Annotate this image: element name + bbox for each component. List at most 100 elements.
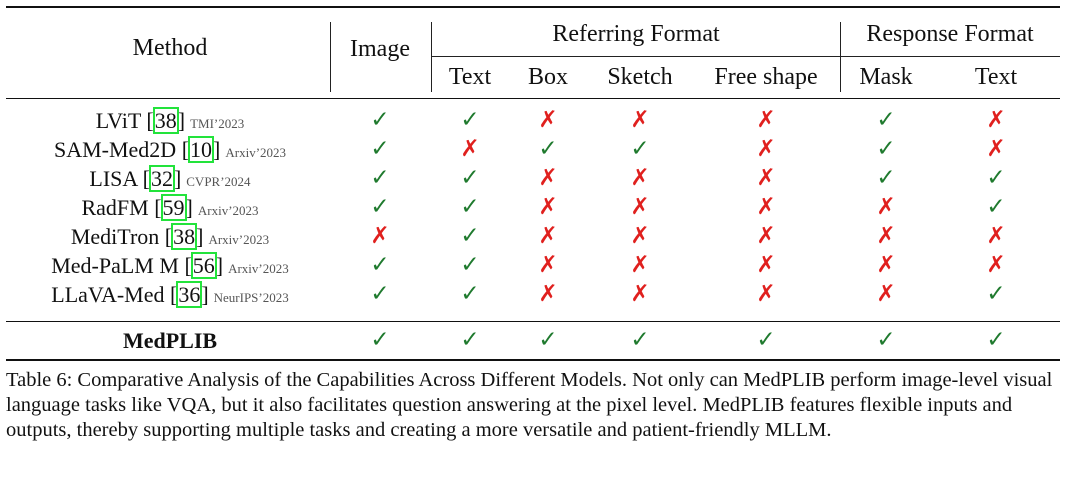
header-image: Image — [350, 36, 410, 62]
citation-bracket: ] — [201, 282, 209, 307]
table-row: LLaVA-Med [36] NeurIPS’2023 ✓ ✓ ✗ ✗ ✗ ✗ ✓ — [0, 280, 1074, 309]
citation-bracket: ] — [177, 108, 186, 133]
check-mark-icon: ✓ — [460, 281, 480, 307]
venue-label: Arxiv’2023 — [225, 145, 287, 160]
method-name: LLaVA-Med — [51, 282, 165, 307]
subheader-box: Box — [527, 64, 569, 90]
check-mark-icon: ✓ — [756, 327, 776, 353]
citation-link[interactable]: 38 — [152, 107, 179, 134]
method-name: SAM-Med2D — [53, 137, 177, 162]
citation-link[interactable]: 10 — [188, 136, 215, 163]
citation-link[interactable]: 38 — [171, 223, 198, 250]
check-mark-icon: ✓ — [630, 327, 650, 353]
cross-mark-icon: ✗ — [370, 223, 390, 249]
group-header-rule — [432, 56, 1060, 57]
cross-mark-icon: ✗ — [460, 136, 480, 162]
method-cell: LISA [32] CVPR’2024 — [0, 164, 340, 196]
cross-mark-icon: ✗ — [876, 194, 896, 220]
check-mark-icon: ✓ — [370, 281, 390, 307]
check-mark-icon: ✓ — [460, 223, 480, 249]
check-mark-icon: ✓ — [460, 165, 480, 191]
citation-link[interactable]: 36 — [176, 281, 203, 308]
check-mark-icon: ✓ — [370, 252, 390, 278]
cross-mark-icon: ✗ — [756, 107, 776, 133]
table-row-medplib: MedPLIB ✓ ✓ ✓ ✓ ✓ ✓ ✓ — [0, 326, 1074, 355]
check-mark-icon: ✓ — [370, 194, 390, 220]
cross-mark-icon: ✗ — [756, 252, 776, 278]
cross-mark-icon: ✗ — [986, 252, 1006, 278]
cross-mark-icon: ✗ — [538, 281, 558, 307]
check-mark-icon: ✓ — [538, 327, 558, 353]
subheader-mask: Mask — [859, 64, 913, 90]
table-row: LViT [38] TMI’2023 ✓ ✓ ✗ ✗ ✗ ✓ ✗ — [0, 106, 1074, 135]
method-cell: LViT [38] TMI’2023 — [0, 106, 340, 138]
check-mark-icon: ✓ — [986, 281, 1006, 307]
cross-mark-icon: ✗ — [538, 252, 558, 278]
table-row: Med-PaLM M [56] Arxiv’2023 ✓ ✓ ✗ ✗ ✗ ✗ ✗ — [0, 251, 1074, 280]
citation-bracket: ] — [215, 253, 224, 278]
cross-mark-icon: ✗ — [986, 107, 1006, 133]
method-name: MediTron — [70, 224, 160, 249]
check-mark-icon: ✓ — [986, 165, 1006, 191]
cross-mark-icon: ✗ — [756, 136, 776, 162]
venue-label: Arxiv’2023 — [197, 203, 259, 218]
method-name: RadFM — [81, 195, 149, 220]
check-mark-icon: ✓ — [370, 107, 390, 133]
check-mark-icon: ✓ — [876, 136, 896, 162]
cross-mark-icon: ✗ — [630, 223, 650, 249]
citation-bracket: [ — [176, 137, 190, 162]
check-mark-icon: ✓ — [876, 107, 896, 133]
citation-bracket: ] — [173, 166, 182, 191]
citation-bracket: [ — [164, 282, 178, 307]
cross-mark-icon: ✗ — [538, 107, 558, 133]
check-mark-icon: ✓ — [370, 327, 390, 353]
cross-mark-icon: ✗ — [538, 223, 558, 249]
cross-mark-icon: ✗ — [756, 223, 776, 249]
check-mark-icon: ✓ — [876, 165, 896, 191]
table-row: LISA [32] CVPR’2024 ✓ ✓ ✗ ✗ ✗ ✓ ✓ — [0, 164, 1074, 193]
venue-label: CVPR’2024 — [186, 174, 251, 189]
column-separator — [431, 22, 432, 92]
cross-mark-icon: ✗ — [876, 252, 896, 278]
column-separator — [330, 22, 331, 92]
cross-mark-icon: ✗ — [876, 281, 896, 307]
subheader-free-shape: Free shape — [714, 64, 818, 90]
citation-bracket: [ — [148, 195, 162, 220]
header-bottom-rule — [6, 98, 1060, 99]
method-cell: RadFM [59] Arxiv’2023 — [0, 193, 340, 225]
citation-link[interactable]: 59 — [160, 194, 187, 221]
citation-bracket: [ — [137, 166, 150, 191]
cross-mark-icon: ✗ — [630, 107, 650, 133]
method-name-medplib: MedPLIB — [122, 328, 218, 353]
check-mark-icon: ✓ — [538, 136, 558, 162]
check-mark-icon: ✓ — [986, 327, 1006, 353]
citation-bracket: [ — [178, 253, 192, 278]
check-mark-icon: ✓ — [370, 136, 390, 162]
citation-bracket: ] — [196, 224, 204, 249]
method-cell: LLaVA-Med [36] NeurIPS’2023 — [0, 280, 340, 312]
citation-link[interactable]: 56 — [190, 252, 217, 279]
cross-mark-icon: ✗ — [630, 252, 650, 278]
cross-mark-icon: ✗ — [756, 165, 776, 191]
method-cell: Med-PaLM M [56] Arxiv’2023 — [0, 251, 340, 283]
method-cell: SAM-Med2D [10] Arxiv’2023 — [0, 135, 340, 167]
citation-link[interactable]: 32 — [148, 165, 175, 192]
check-mark-icon: ✓ — [630, 136, 650, 162]
venue-label: TMI’2023 — [190, 116, 245, 131]
venue-label: Arxiv’2023 — [208, 232, 270, 247]
check-mark-icon: ✓ — [460, 327, 480, 353]
method-cell: MediTron [38] Arxiv’2023 — [0, 222, 340, 254]
citation-bracket: [ — [140, 108, 154, 133]
cross-mark-icon: ✗ — [986, 223, 1006, 249]
check-mark-icon: ✓ — [370, 165, 390, 191]
citation-bracket: ] — [185, 195, 193, 220]
table-row: SAM-Med2D [10] Arxiv’2023 ✓ ✗ ✓ ✓ ✗ ✓ ✗ — [0, 135, 1074, 164]
check-mark-icon: ✓ — [876, 327, 896, 353]
summary-separator-rule — [6, 321, 1060, 322]
cross-mark-icon: ✗ — [876, 223, 896, 249]
method-name: Med-PaLM M — [51, 253, 179, 278]
header-response-format: Response Format — [866, 21, 1034, 47]
cross-mark-icon: ✗ — [986, 136, 1006, 162]
cross-mark-icon: ✗ — [630, 165, 650, 191]
